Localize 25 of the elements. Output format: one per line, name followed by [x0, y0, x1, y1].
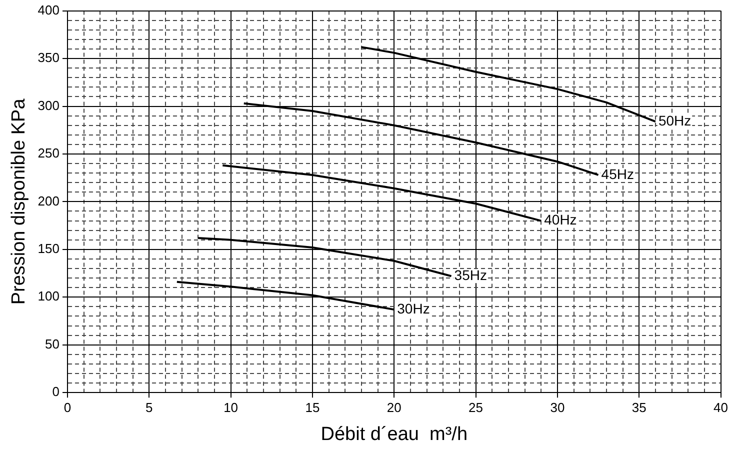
y-tick-label: 100 — [38, 288, 60, 304]
x-tick-label: 40 — [714, 400, 728, 415]
y-tick-label: 400 — [38, 2, 60, 18]
y-axis-title: Pression disponible KPa — [8, 98, 30, 305]
x-tick-label: 35 — [632, 400, 646, 415]
y-tick-label: 200 — [38, 193, 60, 208]
series-label: 40Hz — [544, 212, 577, 228]
y-tick-label: 50 — [45, 336, 60, 352]
series-label: 35Hz — [454, 267, 487, 284]
x-axis-title: Débit d´eau m³/h — [320, 424, 468, 445]
series-label: 50Hz — [658, 112, 692, 128]
y-tick-label: 350 — [38, 50, 60, 66]
x-tick-label: 10 — [224, 400, 238, 415]
y-tick-label: 0 — [52, 384, 60, 400]
y-tick-label: 300 — [38, 98, 60, 113]
x-tick-label: 0 — [64, 400, 72, 415]
x-tick-label: 30 — [550, 400, 565, 415]
x-tick-label: 20 — [386, 400, 402, 415]
series-label: 30Hz — [397, 300, 430, 316]
y-tick-label: 150 — [38, 241, 60, 256]
series-label: 45Hz — [601, 166, 634, 182]
x-tick-label: 25 — [468, 400, 484, 415]
x-tick-label: 15 — [305, 400, 320, 415]
y-tick-label: 250 — [38, 146, 60, 161]
x-tick-label: 5 — [146, 400, 153, 415]
